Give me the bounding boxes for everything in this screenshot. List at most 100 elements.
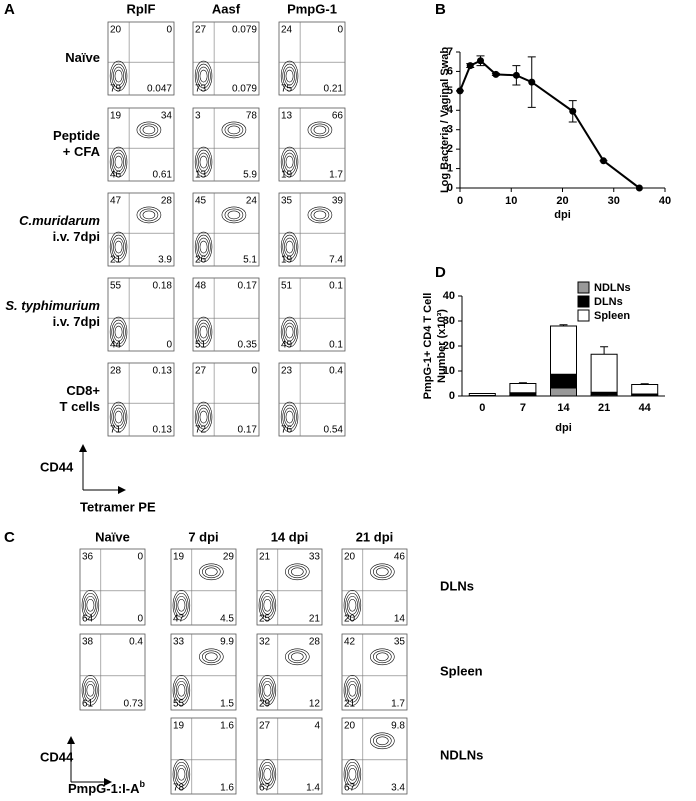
contour <box>310 208 330 222</box>
quadrant-value: 33 <box>309 552 321 563</box>
data-point <box>477 57 484 65</box>
quadrant-value: 49 <box>281 340 293 351</box>
contour <box>345 592 360 618</box>
quadrant-value: 46 <box>394 552 406 563</box>
quadrant-value: 51 <box>195 340 207 351</box>
flow-plot-frame <box>278 192 346 267</box>
bar-segment <box>631 384 659 395</box>
contour <box>114 155 123 169</box>
quadrant-value: 9.8 <box>391 721 405 732</box>
quadrant-value: 67 <box>259 783 271 794</box>
data-point <box>528 78 536 86</box>
flow-plot-frame <box>341 633 408 711</box>
row-label: i.v. 7dpi <box>53 229 100 244</box>
contour <box>109 231 128 263</box>
contour <box>261 595 273 615</box>
quadrant-value: 7.4 <box>329 255 343 266</box>
error-bar <box>600 346 609 355</box>
contour <box>109 146 128 178</box>
contour <box>346 764 358 784</box>
contour <box>194 231 213 263</box>
quadrant-value: 25 <box>259 614 271 625</box>
flow-plot-frame <box>278 21 346 96</box>
contour <box>114 240 123 254</box>
panel-letter: C <box>4 529 15 546</box>
contour <box>280 401 299 433</box>
contour <box>111 404 126 430</box>
x-tick-label: 44 <box>639 402 652 414</box>
quadrant-value: 0.4 <box>329 366 343 377</box>
quadrant-value: 1.6 <box>220 783 234 794</box>
contour <box>346 595 358 615</box>
quadrant-value: 3 <box>195 111 201 122</box>
quadrant-value: 72 <box>195 425 207 436</box>
contour <box>261 764 273 784</box>
contour <box>199 240 208 254</box>
error-bar <box>518 382 527 384</box>
contour <box>287 650 307 664</box>
bar-segment <box>550 325 577 375</box>
y-axis-label: Number (x10³) <box>436 309 448 383</box>
quadrant-value: 4 <box>314 721 320 732</box>
flow-plot-frame <box>170 633 237 711</box>
contour <box>348 598 357 612</box>
bar-segment <box>509 383 537 394</box>
flow-plot-frame <box>107 21 175 96</box>
y-tick-label: 0 <box>449 390 455 402</box>
row-label: Peptide <box>53 128 100 143</box>
quadrant-value: 0.17 <box>238 425 258 436</box>
row-label: DLNs <box>440 578 474 593</box>
quadrant-value: 75 <box>281 84 293 95</box>
quadrant-value: 0.13 <box>153 425 173 436</box>
contour <box>175 680 187 700</box>
quadrant-value: 0 <box>137 614 143 625</box>
contour <box>113 152 125 172</box>
quadrant-value: 0.13 <box>153 366 173 377</box>
contour <box>172 674 191 706</box>
flow-plot-frame <box>107 107 175 182</box>
quadrant-value: 78 <box>246 111 258 122</box>
quadrant-value: 32 <box>259 637 271 648</box>
contour <box>111 63 126 89</box>
data-point <box>635 184 643 192</box>
quadrant-value: 48 <box>195 281 207 292</box>
contour <box>282 234 297 260</box>
quadrant-value: 1.5 <box>220 699 234 710</box>
flow-plot-frame <box>192 277 260 352</box>
quadrant-value: 9.9 <box>220 637 234 648</box>
contour <box>282 63 297 89</box>
bar-segment <box>550 373 577 389</box>
data-point <box>456 87 464 95</box>
contour <box>307 206 333 224</box>
arrowhead <box>79 444 87 452</box>
flow-plot-frame <box>278 362 346 437</box>
flow-plot-frame <box>79 548 146 626</box>
quadrant-value: 13 <box>281 111 293 122</box>
contour <box>263 767 272 781</box>
quadrant-value: 76 <box>281 425 293 436</box>
x-tick-label: 10 <box>505 195 517 207</box>
row-label: C.muridarum <box>19 213 100 228</box>
flow-plot-frame <box>278 277 346 352</box>
quadrant-value: 47 <box>110 196 122 207</box>
contour <box>260 592 275 618</box>
x-tick-label: 0 <box>457 195 463 207</box>
contour <box>375 567 389 577</box>
contour <box>224 123 244 137</box>
contour <box>83 592 98 618</box>
contour <box>114 325 123 339</box>
data-point <box>492 70 500 78</box>
y-axis-label: PmpG-1+ CD4 T Cell <box>422 293 434 400</box>
flow-plot-frame <box>170 717 237 795</box>
quadrant-value: 36 <box>82 552 94 563</box>
contour <box>285 155 294 169</box>
quadrant-value: 0.18 <box>153 281 173 292</box>
data-point <box>600 157 607 165</box>
contour <box>284 322 296 342</box>
quadrant-value: 45 <box>195 196 207 207</box>
axis-label: CD44 <box>40 459 74 474</box>
quadrant-value: 23 <box>281 366 293 377</box>
quadrant-value: 5.9 <box>243 170 257 181</box>
contour <box>285 240 294 254</box>
quadrant-value: 39 <box>332 196 344 207</box>
